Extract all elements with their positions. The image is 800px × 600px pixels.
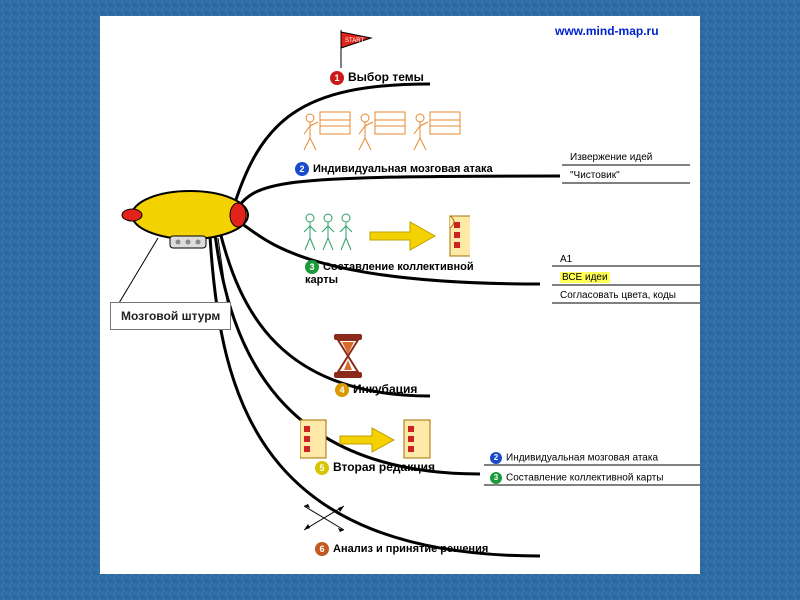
sub-text: Составление коллективной карты xyxy=(506,473,663,484)
root-node: Мозговой штурм xyxy=(110,302,231,330)
sub-text: Извержение идей xyxy=(570,152,652,163)
branch-b5-sub-0: 2 Индивидуальная мозговая атака xyxy=(490,452,658,464)
sub-text: "Чистовик" xyxy=(570,170,620,181)
branch-b3-sub-0: А1 xyxy=(560,254,572,265)
sub-number-badge: 2 xyxy=(490,452,502,464)
source-link[interactable]: www.mind-map.ru xyxy=(555,24,659,38)
sub-text: А1 xyxy=(560,254,572,265)
airship-icon xyxy=(108,160,308,360)
sub-text: Согласовать цвета, коды xyxy=(560,290,676,301)
hourglass-icon xyxy=(330,332,500,392)
sub-text: ВСЕ идеи xyxy=(562,272,608,283)
compass-icon xyxy=(300,500,470,560)
sub-text: Индивидуальная мозговая атака xyxy=(506,453,658,464)
branch-b5-sub-1: 3 Составление коллективной карты xyxy=(490,472,663,484)
branch-b2-sub-1: "Чистовик" xyxy=(570,170,620,181)
docs-arrow-icon xyxy=(300,418,470,478)
branch-b3-sub-1: ВСЕ идеи xyxy=(560,272,610,283)
branch-b3-sub-2: Согласовать цвета, коды xyxy=(560,290,676,301)
svg-text:START: START xyxy=(345,38,364,44)
group-arrow-icon xyxy=(300,210,470,270)
presenters-icon xyxy=(300,108,470,168)
sub-number-badge: 3 xyxy=(490,472,502,484)
branch-b2-sub-0: Извержение идей xyxy=(570,152,652,163)
flag-icon: START xyxy=(335,30,505,90)
